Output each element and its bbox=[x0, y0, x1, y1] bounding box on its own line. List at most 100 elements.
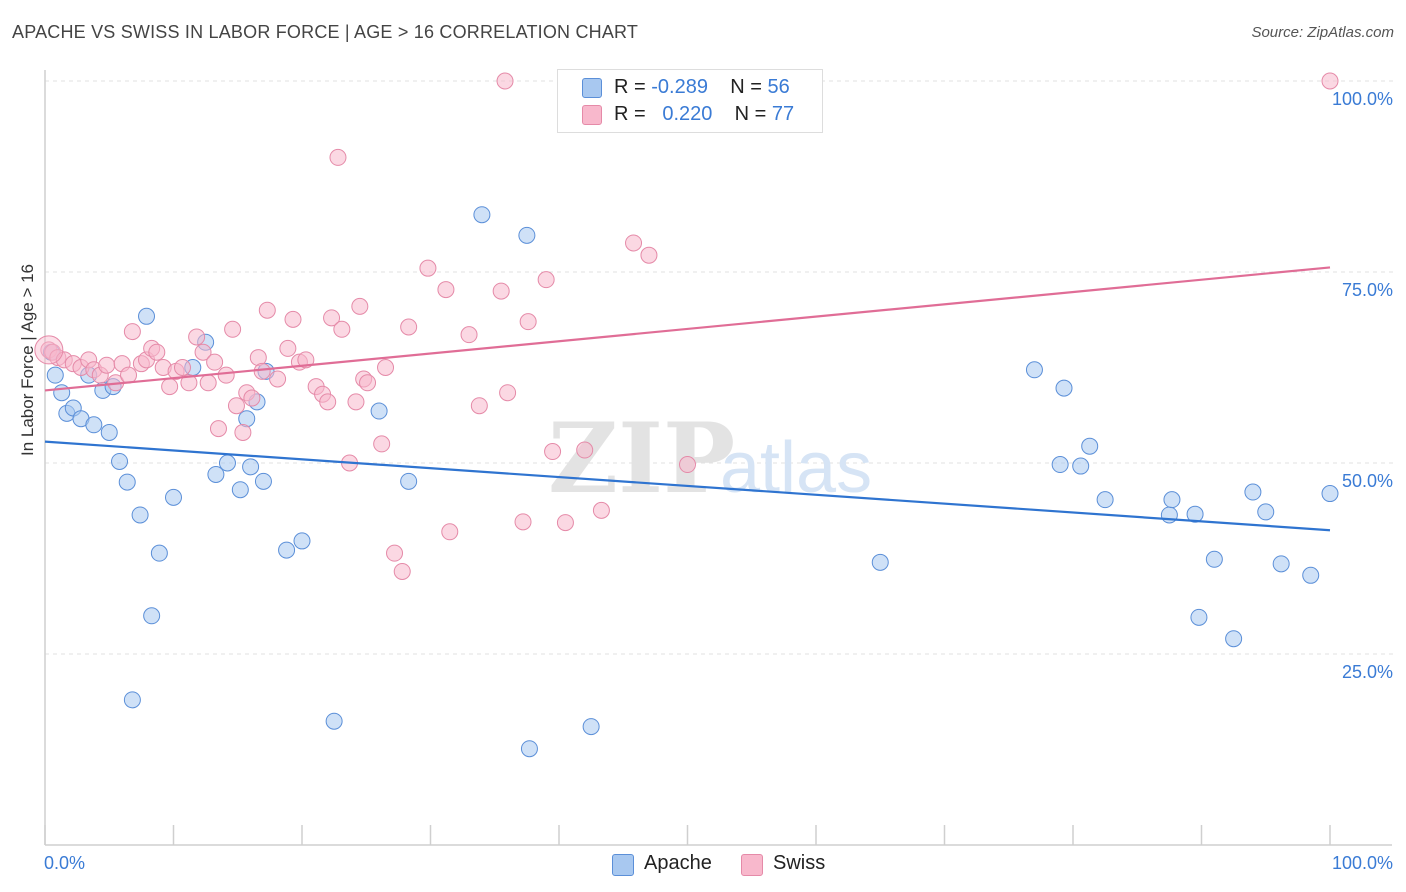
point-swiss bbox=[679, 456, 696, 474]
legend-swatch-swiss bbox=[582, 105, 602, 125]
point-apache bbox=[111, 452, 129, 470]
point-apache bbox=[1244, 483, 1262, 501]
point-swiss bbox=[556, 514, 574, 532]
point-swiss bbox=[1321, 72, 1339, 90]
legend-n-value: 56 bbox=[767, 76, 790, 98]
watermark-atlas: atlas bbox=[720, 428, 872, 508]
legend-text-swiss: R = 0.220 N = 77 bbox=[614, 103, 794, 126]
legend-r-value: 0.220 bbox=[662, 103, 713, 125]
point-swiss bbox=[499, 384, 517, 402]
point-swiss bbox=[419, 259, 437, 277]
trend-lines bbox=[44, 266, 1331, 532]
point-apache bbox=[370, 402, 388, 420]
tick-labels: 0.0% 100.0% 25.0% 50.0% 75.0% 100.0% bbox=[44, 89, 1393, 873]
axes bbox=[44, 70, 1392, 846]
point-swiss bbox=[470, 397, 488, 415]
point-apache bbox=[582, 718, 600, 736]
point-swiss bbox=[284, 310, 302, 328]
point-swiss bbox=[194, 343, 212, 361]
point-swiss bbox=[519, 313, 537, 331]
point-swiss bbox=[269, 370, 287, 388]
point-swiss bbox=[496, 72, 514, 90]
point-swiss bbox=[347, 393, 365, 411]
bottom-legend-label-swiss: Swiss bbox=[773, 852, 826, 874]
legend-r-label: R = bbox=[614, 76, 646, 98]
point-swiss bbox=[514, 513, 532, 531]
point-apache bbox=[1257, 503, 1275, 521]
y-axis-label: In Labor Force | Age > 16 bbox=[18, 263, 37, 456]
point-swiss bbox=[123, 323, 141, 341]
point-apache bbox=[518, 226, 536, 244]
point-apache bbox=[138, 307, 156, 325]
x-tick-label: 0.0% bbox=[44, 853, 85, 873]
point-apache bbox=[1190, 608, 1208, 626]
point-swiss bbox=[98, 356, 116, 374]
point-apache bbox=[1055, 379, 1073, 397]
point-swiss bbox=[544, 443, 562, 461]
point-swiss bbox=[351, 297, 369, 315]
legend-n-value: 77 bbox=[771, 103, 795, 125]
point-swiss bbox=[492, 282, 510, 300]
point-apache bbox=[520, 740, 538, 758]
point-apache bbox=[1225, 630, 1243, 648]
legend-swatch-apache bbox=[582, 78, 602, 98]
point-swiss bbox=[386, 544, 404, 562]
legend-text-apache: R = -0.289 N = 56 bbox=[614, 76, 790, 99]
point-swiss bbox=[217, 366, 235, 384]
point-swiss bbox=[640, 246, 658, 264]
point-apache bbox=[85, 416, 103, 434]
y-tick-label: 25.0% bbox=[1342, 662, 1393, 682]
point-swiss bbox=[625, 234, 643, 252]
grid-lines bbox=[45, 80, 1395, 655]
y-tick-label: 50.0% bbox=[1342, 471, 1393, 491]
point-apache bbox=[207, 465, 225, 483]
point-swiss bbox=[297, 351, 315, 369]
bottom-legend-swatch-swiss bbox=[741, 854, 763, 876]
point-swiss bbox=[592, 501, 610, 519]
correlation-legend: R = -0.289 N = 56 R = 0.220 N = 77 bbox=[557, 69, 823, 133]
y-tick-label: 75.0% bbox=[1342, 280, 1393, 300]
x-tick-label: 100.0% bbox=[1332, 853, 1393, 873]
bottom-legend-label-apache: Apache bbox=[644, 852, 712, 874]
point-swiss bbox=[188, 328, 206, 346]
point-swiss bbox=[373, 435, 391, 453]
point-apache bbox=[1081, 437, 1099, 455]
point-apache bbox=[278, 541, 296, 559]
point-swiss bbox=[234, 423, 252, 441]
point-swiss bbox=[323, 309, 341, 327]
point-apache bbox=[46, 366, 64, 384]
point-apache bbox=[1072, 457, 1090, 475]
point-apache bbox=[1272, 555, 1290, 573]
trend-line-swiss bbox=[44, 266, 1331, 392]
point-swiss bbox=[437, 281, 455, 299]
point-apache bbox=[254, 472, 272, 490]
point-swiss bbox=[576, 441, 594, 459]
legend-n-label: N = bbox=[730, 76, 762, 98]
point-swiss bbox=[161, 378, 179, 396]
point-apache bbox=[242, 458, 260, 476]
point-apache bbox=[165, 488, 182, 506]
point-swiss bbox=[537, 271, 555, 289]
point-apache bbox=[473, 206, 491, 224]
watermark-zip: ZIP bbox=[548, 402, 735, 515]
chart-title: APACHE VS SWISS IN LABOR FORCE | AGE > 1… bbox=[12, 22, 639, 42]
point-swiss bbox=[173, 359, 191, 376]
point-swiss bbox=[199, 374, 217, 392]
point-apache bbox=[123, 691, 141, 709]
point-apache bbox=[1051, 456, 1069, 474]
point-apache bbox=[1096, 491, 1114, 509]
point-swiss bbox=[258, 301, 276, 319]
point-apache bbox=[1302, 566, 1320, 584]
point-apache bbox=[53, 384, 71, 402]
source-label: Source: ZipAtlas.com bbox=[1251, 24, 1394, 41]
point-apache bbox=[150, 544, 168, 562]
point-swiss bbox=[209, 420, 227, 438]
point-apache bbox=[1186, 505, 1204, 523]
point-apache bbox=[400, 472, 418, 490]
point-swiss bbox=[400, 318, 418, 336]
point-apache bbox=[1025, 361, 1043, 379]
point-swiss bbox=[359, 374, 377, 392]
point-apache bbox=[143, 607, 161, 625]
point-apache bbox=[131, 506, 149, 524]
